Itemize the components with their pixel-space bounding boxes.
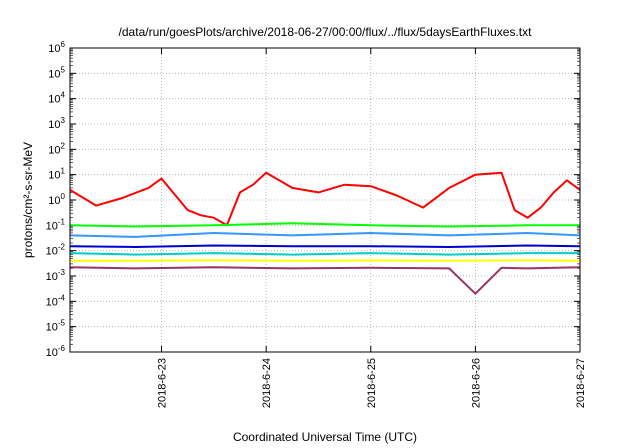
y-tick-label: 10-5 — [46, 319, 66, 334]
y-tick-label: 105 — [48, 65, 65, 80]
x-tick-labels: 2018-6-23 2018-6-24 2018-6-25 2018-6-26 2018… — [157, 358, 587, 408]
series-group — [69, 171, 581, 295]
y-tick-label: 102 — [48, 141, 65, 156]
grid — [70, 48, 580, 352]
series-line-2 — [69, 222, 580, 228]
y-tick-label: 10-6 — [46, 344, 66, 359]
y-axis-label: protons/cm²-s-sr-MeV — [21, 142, 35, 258]
x-tick-label: 2018-6-25 — [366, 358, 378, 408]
series-line-4 — [69, 244, 581, 248]
y-tick-label: 101 — [48, 167, 65, 182]
x-tick-label: 2018-6-24 — [261, 358, 273, 408]
y-tick-label: 100 — [48, 192, 65, 207]
y-tick-label: 10-4 — [46, 293, 66, 308]
series-line-1 — [69, 171, 581, 227]
series-line-5 — [69, 252, 580, 256]
y-tick-label: 106 — [48, 40, 65, 55]
y-tick-label: 104 — [48, 91, 65, 106]
y-tick-labels: 10-6 10-5 10-4 10-3 10-2 10-1 100 101 102 103 104 1… — [46, 40, 66, 359]
x-tick-label: 2018-6-27 — [575, 358, 587, 408]
y-tick-label: 103 — [48, 116, 65, 131]
series-line-7 — [69, 266, 581, 295]
y-tick-label: 10-2 — [46, 243, 66, 258]
x-tick-label: 2018-6-23 — [157, 358, 169, 408]
y-tick-label: 10-3 — [46, 268, 66, 283]
series-line-6 — [70, 259, 581, 262]
x-tick-label: 2018-6-26 — [470, 358, 482, 408]
plot-frame — [69, 47, 581, 353]
series-line-3 — [69, 232, 581, 238]
x-axis-label: Coordinated Universal Time (UTC) — [233, 430, 417, 444]
y-tick-label: 10-1 — [46, 217, 66, 232]
chart-title: /data/run/goesPlots/archive/2018-06-27/0… — [119, 25, 533, 39]
